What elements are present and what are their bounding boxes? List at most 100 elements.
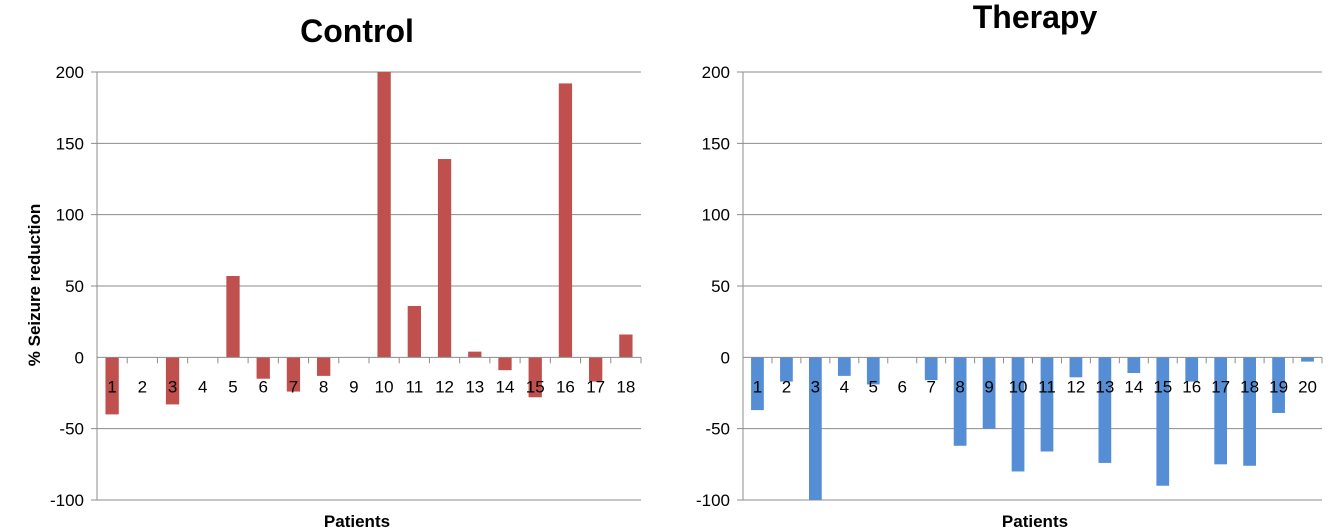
x-tick-label: 8 (955, 377, 964, 396)
therapy-x-axis-title: Patients (1002, 512, 1068, 531)
bar (780, 357, 793, 382)
x-tick-label: 6 (897, 377, 906, 396)
y-tick-label: -50 (59, 420, 84, 439)
bar (498, 357, 512, 371)
x-tick-label: 12 (435, 377, 454, 396)
therapy-gridlines (737, 71, 1322, 501)
bar (751, 357, 764, 411)
y-tick-label: 150 (56, 134, 84, 153)
x-tick-label: 4 (198, 377, 207, 396)
bar (866, 357, 880, 385)
bar (1185, 357, 1199, 382)
therapy-x-axis (742, 356, 1323, 364)
x-tick-label: 5 (228, 377, 237, 396)
bar (528, 357, 542, 398)
x-tick-label: 16 (556, 377, 575, 396)
bar (982, 357, 996, 429)
x-tick-label: 4 (840, 377, 849, 396)
x-tick-label: 13 (465, 377, 484, 396)
y-tick-label: 200 (56, 63, 84, 82)
control-x-axis (96, 356, 642, 364)
bar (256, 357, 270, 379)
x-tick-label: 11 (1038, 377, 1056, 396)
bar (1243, 357, 1256, 466)
control-bars (105, 72, 633, 415)
bar (1272, 357, 1285, 413)
x-tick-label: 11 (406, 377, 424, 396)
bar (226, 276, 240, 358)
x-tick-label: 2 (782, 377, 791, 396)
y-tick-label: 0 (75, 348, 84, 367)
control-category-labels: 1 2 3 4 5 6 7 8 9 10 11 12 13 14 15 16 17 18 (107, 377, 635, 396)
bar (953, 357, 967, 446)
x-tick-label: 3 (168, 377, 177, 396)
therapy-chart-title: Therapy (973, 0, 1098, 35)
x-tick-label: 19 (1269, 377, 1288, 396)
x-tick-label: 15 (1153, 377, 1172, 396)
y-tick-label: 50 (711, 277, 730, 296)
x-tick-label: 7 (289, 377, 298, 396)
y-tick-label: 100 (702, 206, 730, 225)
bar (589, 357, 603, 382)
x-tick-label: 5 (869, 377, 878, 396)
bar (924, 357, 938, 381)
x-tick-label: 18 (616, 377, 635, 396)
x-tick-label: 17 (1211, 377, 1230, 396)
x-tick-label: 13 (1095, 377, 1114, 396)
y-tick-label: 0 (721, 348, 730, 367)
x-tick-label: 14 (1124, 377, 1143, 396)
bar (558, 83, 573, 358)
control-chart-title: Control (300, 13, 414, 49)
bar (619, 334, 633, 358)
x-tick-label: 9 (349, 377, 358, 396)
y-tick-label: 150 (702, 134, 730, 153)
bar (1011, 357, 1025, 472)
x-tick-label: 3 (811, 377, 820, 396)
x-tick-label: 1 (107, 377, 116, 396)
x-tick-label: 6 (258, 377, 267, 396)
bar (437, 159, 452, 358)
x-tick-label: 15 (526, 377, 545, 396)
y-axis-title: % Seizure reduction (25, 204, 44, 366)
bar (1069, 357, 1083, 378)
therapy-y-tick-labels: 200 150 100 50 0 -50 -100 (696, 63, 730, 510)
y-tick-label: -100 (696, 491, 730, 510)
bar (317, 357, 331, 376)
x-tick-label: 10 (375, 377, 394, 396)
control-x-axis-title: Patients (324, 512, 390, 531)
x-tick-label: 8 (319, 377, 328, 396)
x-tick-label: 10 (1009, 377, 1028, 396)
x-tick-label: 14 (496, 377, 515, 396)
bar (377, 72, 391, 358)
y-tick-label: -100 (50, 491, 84, 510)
bar (1127, 357, 1141, 374)
bar (1040, 357, 1054, 452)
y-tick-label: -50 (705, 420, 730, 439)
bar (407, 305, 421, 358)
bar (1214, 357, 1228, 465)
x-tick-label: 16 (1182, 377, 1201, 396)
y-tick-label: 200 (702, 63, 730, 82)
therapy-bars (751, 357, 1314, 500)
therapy-category-labels: 1 2 3 4 5 6 7 8 9 10 11 12 13 14 15 16 17 18 19 20 (753, 377, 1317, 396)
control-y-tick-labels: 200 150 100 50 0 -50 -100 (50, 63, 84, 510)
bar (286, 357, 301, 392)
bar (1301, 357, 1314, 362)
bar (468, 351, 482, 358)
bar (837, 357, 851, 376)
control-gridlines (91, 71, 641, 501)
bar (165, 357, 180, 405)
x-tick-label: 17 (586, 377, 605, 396)
x-tick-label: 9 (984, 377, 993, 396)
bar (809, 357, 822, 500)
x-tick-label: 12 (1066, 377, 1085, 396)
y-tick-label: 50 (65, 277, 84, 296)
x-tick-label: 1 (753, 377, 762, 396)
x-tick-label: 7 (926, 377, 935, 396)
bar (1098, 357, 1112, 463)
x-tick-label: 20 (1298, 377, 1317, 396)
x-tick-label: 2 (138, 377, 147, 396)
